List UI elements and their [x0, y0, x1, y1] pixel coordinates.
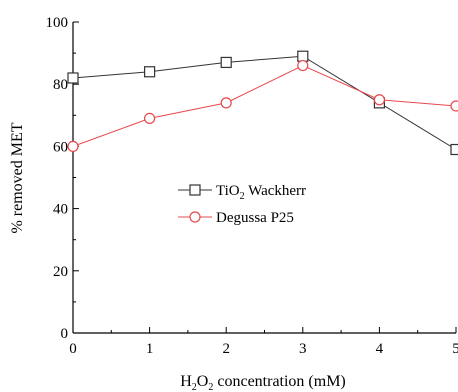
data-point: [373, 94, 385, 106]
legend: TiO2 Wackherr Degussa P25: [178, 183, 306, 226]
y-tick-label: 60: [53, 139, 68, 155]
legend-marker-degussa: [189, 211, 201, 223]
legend-marker-tio2: [189, 184, 201, 196]
y-tick-label: 40: [53, 202, 68, 218]
data-point: [450, 100, 458, 112]
y-tick-label: 100: [46, 15, 69, 31]
data-point: [144, 112, 156, 125]
x-axis-title: H2O2 concentration (mM): [180, 373, 346, 392]
data-point: [297, 59, 309, 72]
data-point: [297, 50, 309, 62]
data-point: [144, 66, 156, 78]
x-tick-label: 5: [452, 341, 458, 357]
y-tick-label: 80: [53, 77, 68, 93]
x-tick-label: 0: [69, 341, 77, 357]
data-point: [220, 97, 232, 109]
x-tick-label: 3: [299, 341, 307, 357]
x-tick-label: 1: [146, 341, 154, 357]
data-point: [67, 72, 79, 84]
series-0: [67, 50, 458, 156]
data-point: [67, 140, 79, 152]
data-point: [220, 56, 232, 69]
y-tick-label: 20: [53, 264, 68, 280]
series-layer: [67, 50, 458, 156]
series-line-1: [72, 64, 457, 147]
legend-label-tio2: TiO2 Wackherr: [216, 183, 306, 202]
y-tick-label: 0: [61, 326, 69, 342]
data-point: [450, 143, 458, 156]
legend-label-degussa: Degussa P25: [216, 210, 294, 226]
series-1: [67, 59, 458, 152]
x-tick-label: 4: [376, 341, 384, 357]
legend-item-degussa: Degussa P25: [178, 210, 294, 226]
legend-item-tio2: TiO2 Wackherr: [178, 183, 306, 202]
y-axis-title: % removed MET: [9, 122, 26, 233]
series-line-0: [72, 55, 457, 150]
x-tick-label: 2: [222, 341, 230, 357]
